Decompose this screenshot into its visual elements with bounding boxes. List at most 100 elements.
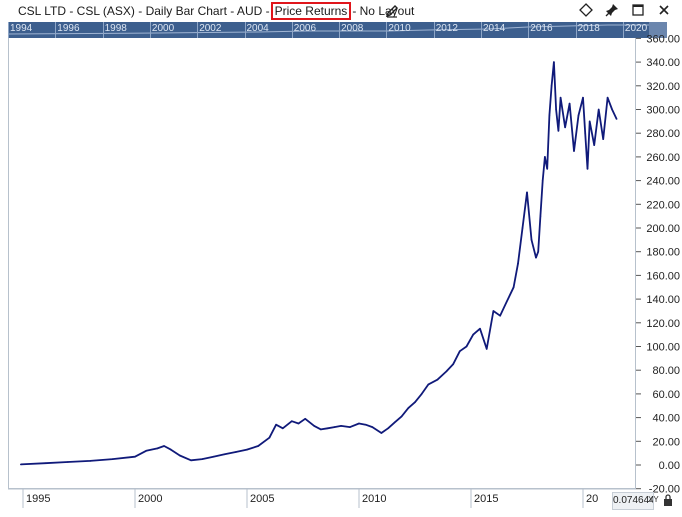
price-point [472, 333, 475, 336]
navigator-tick [339, 22, 341, 38]
y-tick-label: 40.00 [652, 413, 680, 425]
y-tick-label: 180.00 [646, 247, 680, 259]
maximize-icon[interactable] [630, 2, 646, 18]
navigator-year-label: 2008 [341, 23, 364, 34]
price-point [371, 426, 374, 428]
price-point [517, 262, 519, 265]
diamond-icon[interactable] [578, 2, 594, 18]
x-tick-label: 20 [586, 493, 598, 505]
price-point [257, 445, 260, 447]
price-point [588, 120, 591, 123]
price-point [452, 363, 454, 366]
price-point [465, 345, 468, 348]
navigator-year-label: 1998 [104, 23, 127, 34]
price-point [499, 314, 501, 317]
x-tick-label: 2010 [362, 493, 386, 505]
price-point [597, 108, 600, 111]
time-navigator[interactable]: 1994 1996 1998 2000 2002 2004 2006 2008 2010 2012… [8, 22, 667, 38]
close-icon[interactable] [656, 2, 672, 18]
y-tick-label: 360.00 [646, 33, 680, 45]
y-tick-label: 80.00 [652, 365, 680, 377]
price-point [326, 427, 329, 430]
navigator-year-label: 1996 [57, 23, 80, 34]
y-tick-label: 20.00 [652, 436, 680, 448]
price-point [67, 461, 69, 463]
price-point [364, 423, 367, 426]
price-point [544, 156, 546, 158]
xy-toggle-button[interactable]: XY [648, 495, 659, 504]
price-point [541, 179, 544, 182]
price-point [163, 445, 165, 447]
y-tick-label: 260.00 [646, 152, 680, 164]
navigator-tick [197, 22, 199, 38]
price-point [530, 239, 533, 241]
navigator-tick [622, 22, 624, 38]
x-tick-label: 2000 [138, 493, 162, 505]
price-point [582, 96, 584, 99]
price-point [577, 114, 580, 117]
navigator-year-label: 2006 [293, 23, 317, 34]
price-point [521, 227, 524, 229]
price-point [492, 310, 495, 312]
price-point [506, 300, 508, 303]
navigator-year-label: 2014 [483, 23, 506, 34]
navigator-tick [102, 22, 104, 38]
y-tick-label: 200.00 [646, 223, 680, 235]
y-tick-label: 340.00 [646, 57, 680, 69]
y-tick-label: 300.00 [646, 105, 680, 117]
navigator-handle[interactable] [649, 22, 667, 38]
y-tick-label: -20.00 [649, 484, 680, 496]
price-point [320, 428, 322, 431]
y-tick-label: 0.00 [659, 460, 680, 472]
price-point [89, 460, 91, 462]
y-tick-label: 240.00 [646, 176, 680, 188]
price-point [420, 393, 423, 395]
pin-icon[interactable] [604, 2, 620, 18]
price-point [586, 168, 589, 170]
navigator-year-label: 2002 [199, 23, 222, 34]
price-point [535, 256, 537, 259]
price-point [512, 286, 515, 289]
price-point [170, 448, 172, 451]
y-tick-label: 140.00 [646, 294, 680, 306]
price-point [387, 427, 389, 430]
y-tick-label: 320.00 [646, 81, 680, 93]
price-point [340, 425, 342, 427]
price-point [537, 250, 539, 253]
price-point [555, 108, 557, 111]
edit-icon[interactable] [384, 3, 400, 19]
x-tick-label: 2015 [474, 493, 498, 505]
price-point [268, 436, 271, 439]
y-tick-label: 60.00 [652, 389, 680, 401]
price-point [539, 215, 542, 217]
x-axis: 1995 2000 2005 2010 2015 20 [22, 489, 598, 508]
navigator-year-label: 2018 [577, 23, 600, 34]
price-point [546, 168, 548, 170]
price-point [459, 350, 461, 353]
price-point [333, 426, 336, 428]
navigator-tick [528, 22, 530, 38]
price-point [436, 378, 439, 381]
navigator-tick [55, 22, 57, 38]
price-point [611, 108, 613, 111]
navigator-year-label: 2016 [530, 23, 553, 34]
lock-icon[interactable] [662, 493, 676, 507]
price-point [407, 407, 410, 409]
price-point [291, 420, 293, 423]
price-point [20, 463, 22, 466]
price-point [550, 85, 553, 87]
price-point [223, 453, 226, 456]
y-tick-label: 100.00 [646, 342, 680, 354]
y-tick-label: 160.00 [646, 270, 680, 282]
price-point [304, 418, 307, 420]
price-point [235, 451, 237, 453]
price-point [573, 150, 575, 152]
price-returns-label[interactable]: Price Returns [270, 2, 352, 20]
price-point [485, 348, 488, 350]
y-axis-panel [636, 38, 682, 489]
navigator-year-label: 2010 [388, 23, 411, 34]
price-point [445, 370, 448, 373]
y-axis: 360.00 340.00 320.00 300.00 280.00 260.00 240.… [636, 33, 680, 496]
price-point [479, 327, 481, 330]
